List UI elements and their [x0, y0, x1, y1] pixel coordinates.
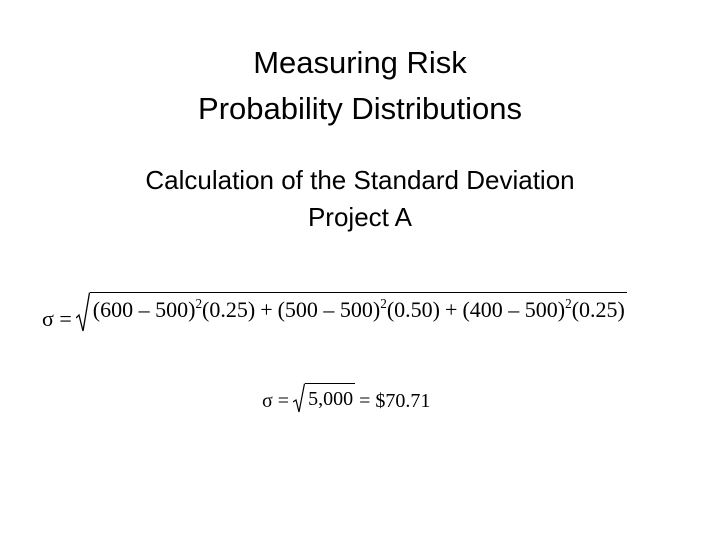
formula-lhs: σ = — [42, 306, 72, 331]
subtitle: Calculation of the Standard Deviation Pr… — [0, 162, 720, 236]
formula-lhs: σ = — [262, 390, 290, 412]
term-weight: (0.50) — [386, 297, 441, 322]
formula: σ = 5,000 = $70.71 — [262, 383, 430, 413]
radicand: (600 – 500)2(0.25) + (500 – 500)2(0.50) + (4… — [89, 292, 627, 332]
operator: + — [260, 297, 273, 322]
term-exp: 2 — [195, 295, 203, 311]
formula: σ = (600 – 500)2(0.25) + (500 – 500)2(0.50… — [42, 292, 627, 332]
term-base: (600 – 500) — [92, 297, 196, 322]
radical: (600 – 500)2(0.25) + (500 – 500)2(0.50) + (4… — [75, 292, 627, 332]
slide-title: Measuring Risk Probability Distributions — [0, 40, 720, 132]
operator: + — [445, 297, 458, 322]
radicand: 5,000 — [305, 383, 356, 413]
term-base: (500 – 500) — [277, 297, 381, 322]
term-base: (400 – 500) — [462, 297, 566, 322]
title-line: Measuring Risk — [253, 45, 467, 80]
formula-result: = $70.71 — [359, 390, 431, 412]
subtitle-line: Calculation of the Standard Deviation — [145, 165, 575, 195]
radical-sign — [75, 292, 90, 332]
term-weight: (0.25) — [571, 297, 625, 322]
term-weight: (0.25) — [202, 297, 256, 322]
term-exp: 2 — [380, 295, 387, 311]
title-line: Probability Distributions — [198, 91, 522, 126]
radical: 5,000 — [293, 383, 356, 413]
subtitle-line: Project A — [307, 202, 413, 232]
term-exp: 2 — [565, 295, 572, 311]
radical-sign — [293, 383, 306, 413]
